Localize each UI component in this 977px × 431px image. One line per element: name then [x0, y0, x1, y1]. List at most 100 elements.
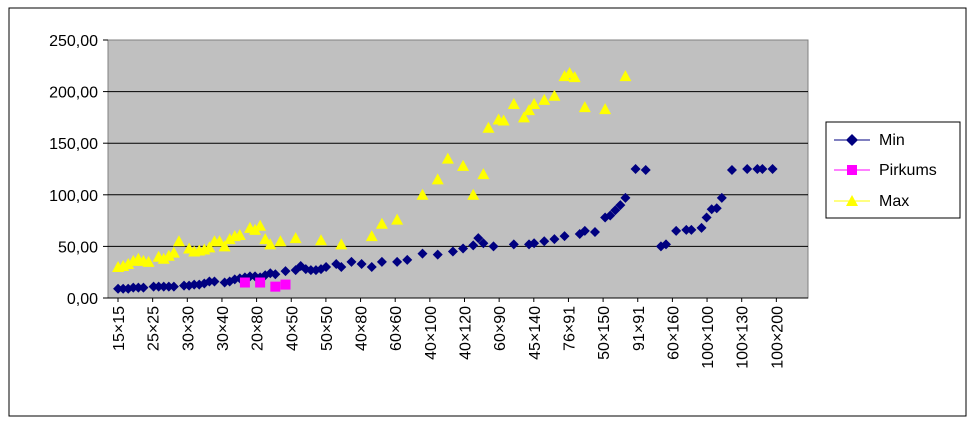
min-point	[346, 256, 357, 267]
x-tick-label: 100×100	[700, 306, 717, 369]
max-point	[391, 213, 404, 225]
x-tick-label: 100×130	[735, 306, 752, 369]
min-point	[605, 210, 616, 221]
max-point	[497, 114, 510, 126]
max-point	[375, 217, 388, 229]
min-point	[640, 165, 651, 176]
min-point	[615, 200, 626, 211]
max-point	[122, 257, 135, 269]
max-point	[482, 121, 495, 133]
min-point	[671, 225, 682, 236]
min-point	[478, 238, 489, 249]
x-tick-label: 60×160	[665, 306, 682, 360]
min-point	[280, 266, 291, 277]
max-point	[528, 97, 541, 109]
min-point	[610, 205, 621, 216]
x-tick-label: 76×91	[561, 306, 578, 351]
series-max	[112, 67, 632, 273]
max-point	[538, 93, 551, 105]
min-point	[158, 281, 169, 292]
x-tick-label: 91×91	[631, 306, 648, 351]
max-point	[431, 173, 444, 185]
min-point	[336, 262, 347, 273]
legend-min-marker	[846, 134, 858, 146]
min-point	[305, 265, 316, 276]
min-point	[767, 164, 778, 174]
max-point	[523, 104, 536, 116]
x-tick-label: 20×80	[250, 306, 267, 351]
min-point	[559, 231, 570, 242]
min-point	[432, 249, 443, 260]
series-min	[113, 164, 778, 294]
pirkums-point	[270, 281, 281, 292]
min-point	[204, 276, 215, 287]
max-point	[233, 229, 246, 241]
y-tick-label: 250,00	[49, 33, 98, 50]
min-point	[392, 256, 403, 267]
x-tick-label: 45×140	[527, 306, 544, 360]
min-point	[356, 258, 367, 269]
min-point	[711, 203, 722, 214]
min-point	[742, 164, 753, 174]
x-tick-label: 50×50	[319, 306, 336, 351]
max-point	[548, 89, 561, 101]
min-point	[417, 248, 428, 259]
min-point	[179, 280, 190, 291]
y-tick-label: 0,00	[67, 291, 98, 308]
min-point	[458, 243, 469, 254]
max-point	[558, 70, 571, 82]
min-point	[661, 239, 672, 250]
max-point	[274, 235, 287, 247]
max-point	[142, 255, 155, 267]
x-tick-label: 40×100	[423, 306, 440, 360]
min-point	[366, 262, 377, 273]
min-point	[549, 234, 560, 245]
x-tick-label: 25×25	[146, 306, 163, 351]
max-point	[315, 234, 328, 246]
max-point	[223, 233, 236, 245]
min-point	[579, 225, 590, 236]
min-point	[133, 282, 144, 293]
legend: Min Pirkums Max	[825, 121, 961, 219]
max-point	[416, 188, 429, 200]
min-point	[118, 283, 129, 294]
min-point	[168, 281, 179, 292]
min-point	[163, 281, 174, 292]
max-point	[365, 230, 378, 242]
max-point	[619, 70, 632, 82]
min-point	[529, 238, 540, 249]
min-point	[148, 281, 159, 292]
max-point	[203, 241, 216, 253]
min-point	[752, 164, 763, 174]
min-point	[696, 222, 707, 233]
min-point	[468, 240, 479, 251]
data-series	[112, 67, 778, 294]
min-point	[447, 246, 458, 257]
x-tick-label: 40×80	[354, 306, 371, 351]
x-tick-label: 30×30	[180, 306, 197, 351]
min-point	[701, 212, 712, 223]
max-point	[335, 238, 348, 250]
y-tick-label: 200,00	[49, 85, 98, 102]
pirkums-point	[255, 277, 266, 288]
min-point	[189, 279, 200, 290]
max-point	[213, 235, 226, 247]
min-point	[716, 192, 727, 203]
min-point	[321, 262, 332, 273]
min-point	[488, 241, 499, 252]
x-tick-label: 100×200	[769, 306, 786, 369]
min-point	[250, 271, 261, 282]
max-point	[578, 101, 591, 113]
max-point	[172, 235, 185, 247]
y-tick-label: 150,00	[49, 136, 98, 153]
x-tick-label: 60×60	[388, 306, 405, 351]
max-point	[517, 111, 530, 123]
min-point	[757, 164, 768, 174]
plot-area	[107, 39, 809, 299]
min-point	[589, 226, 600, 237]
x-tick-label: 40×120	[458, 306, 475, 360]
y-tick-label: 100,00	[49, 188, 98, 205]
min-point	[630, 164, 641, 174]
legend-pirkums-marker	[847, 165, 857, 175]
x-tick-label: 60×90	[492, 306, 509, 351]
